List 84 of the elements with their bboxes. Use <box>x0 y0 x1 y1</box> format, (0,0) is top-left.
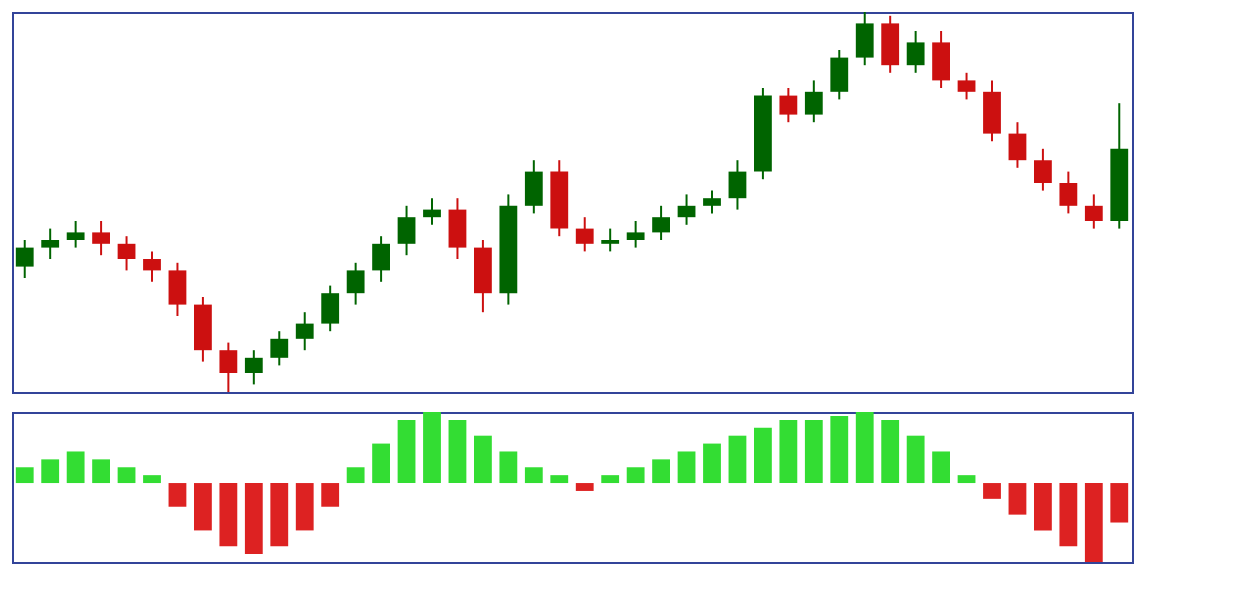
bar <box>652 459 670 484</box>
candlestick <box>677 193 696 226</box>
bar <box>779 419 798 484</box>
bar <box>830 415 849 484</box>
candlestick <box>270 330 289 367</box>
bar <box>423 412 441 484</box>
candlestick <box>1008 121 1027 169</box>
bar <box>1084 483 1103 562</box>
bar <box>66 451 85 484</box>
bar <box>41 459 60 484</box>
bar <box>219 483 238 547</box>
bar <box>168 483 187 507</box>
bar <box>372 443 390 484</box>
bar <box>855 412 874 484</box>
bar <box>881 419 900 484</box>
candlestick <box>219 341 238 393</box>
candlestick <box>728 159 747 211</box>
candlestick <box>423 197 441 226</box>
bar <box>677 451 696 484</box>
candlestick <box>15 239 34 279</box>
candlestick <box>983 79 1001 143</box>
candlestick <box>397 204 416 257</box>
bar <box>1059 483 1078 547</box>
bar <box>957 475 976 484</box>
candlestick <box>1084 193 1103 230</box>
candlestick <box>804 79 823 124</box>
bar <box>346 467 365 484</box>
bar <box>474 435 492 484</box>
candlestick <box>932 30 950 89</box>
bar <box>194 483 212 531</box>
candlestick <box>41 227 60 260</box>
candlestick <box>957 71 976 101</box>
candlestick <box>372 235 390 283</box>
candlestick <box>626 220 645 249</box>
bar <box>295 483 314 531</box>
candlestick <box>779 87 798 124</box>
bar <box>1008 483 1027 515</box>
candlestick <box>575 216 594 253</box>
bar <box>601 475 620 484</box>
candlestick <box>1059 170 1078 215</box>
bar <box>92 459 110 484</box>
candlestick <box>652 204 670 241</box>
candlestick <box>1034 147 1052 192</box>
candlestick <box>66 220 85 249</box>
bar <box>728 435 747 484</box>
bar <box>499 451 518 484</box>
bar <box>983 483 1001 499</box>
candlestick <box>295 311 314 352</box>
candlestick <box>881 14 900 74</box>
candlestick <box>143 250 161 283</box>
candlestick <box>448 197 467 260</box>
candlestick <box>168 261 187 317</box>
bar <box>143 475 161 484</box>
candlestick <box>830 49 849 101</box>
candlestick <box>321 284 340 333</box>
bar <box>550 475 569 484</box>
bar <box>932 451 950 484</box>
candlestick <box>92 220 110 257</box>
candlestick <box>906 30 925 74</box>
bar <box>906 435 925 484</box>
candlestick <box>244 349 263 386</box>
candlestick <box>524 159 543 215</box>
bar <box>397 419 416 484</box>
bar <box>575 483 594 491</box>
bar <box>804 419 823 484</box>
candlestick <box>474 239 492 314</box>
candlestick <box>194 296 212 363</box>
bar <box>321 483 340 507</box>
bar <box>448 419 467 484</box>
bar <box>703 443 721 484</box>
bar <box>117 467 136 484</box>
bar <box>1034 483 1052 531</box>
bar <box>15 467 34 484</box>
candlestick <box>601 227 620 253</box>
candlestick <box>117 235 136 272</box>
bar <box>524 467 543 484</box>
bar <box>626 467 645 484</box>
candlestick <box>855 11 874 67</box>
bar <box>754 427 772 484</box>
bar <box>270 483 289 547</box>
bar <box>244 483 263 555</box>
candlestick <box>703 189 721 215</box>
candlestick <box>346 261 365 306</box>
bar <box>1110 483 1129 523</box>
